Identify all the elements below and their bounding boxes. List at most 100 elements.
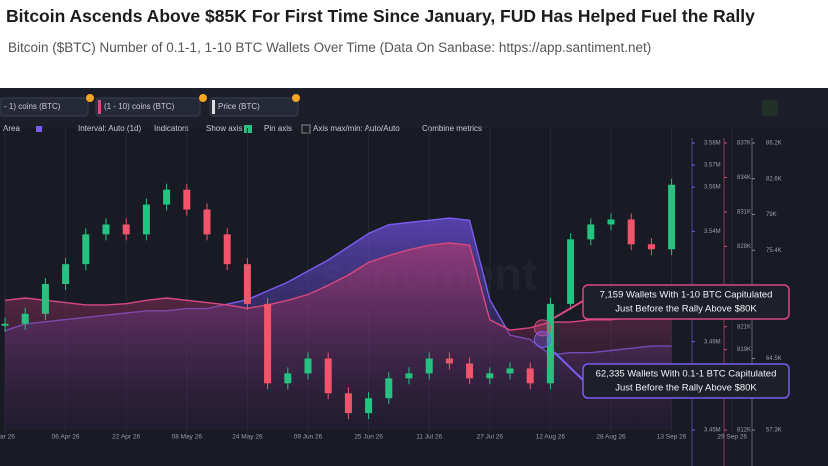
x-tick-label: 25 Jun 26 [354, 434, 383, 441]
candle [546, 303, 554, 384]
x-tick-label: 24 May 26 [232, 434, 263, 441]
chip-badge [86, 94, 94, 102]
checkbox[interactable] [244, 125, 252, 133]
candle [122, 224, 130, 235]
y-tick-label: 75.4K [766, 248, 782, 254]
chart: - 1) coins (BTC) (1 - 10) coins (BTC) Pr… [0, 88, 828, 466]
candle [102, 224, 110, 235]
toolbar-item[interactable]: Indicators [154, 124, 189, 133]
candle [264, 303, 272, 384]
settings-button[interactable] [762, 100, 778, 116]
area-line [4, 242, 672, 331]
callout-text: Just Before the Rally Above $80K [615, 304, 757, 315]
toolbar-item[interactable]: Axis max/min: Auto/Auto [313, 124, 400, 133]
candle [466, 363, 474, 379]
y-tick-label: 834K [737, 175, 751, 181]
callout-text: Just Before the Rally Above $80K [615, 383, 757, 394]
y-tick-label: 79K [766, 212, 777, 218]
x-tick-label: 22 Apr 26 [112, 434, 140, 441]
chip-badge [292, 94, 300, 102]
y-tick-label: 831K [737, 209, 751, 215]
y-tick-label: 3.49M [704, 339, 721, 345]
chip[interactable] [209, 97, 299, 117]
chip-swatch [212, 100, 215, 114]
callout-arrow [553, 351, 584, 381]
x-tick-label: ar 26 [0, 434, 15, 441]
x-tick-label: 27 Jul 26 [477, 434, 504, 441]
headline: Bitcoin Ascends Above $85K For First Tim… [6, 6, 755, 26]
toolbar-item[interactable]: Show axis [206, 124, 242, 133]
x-tick-label: 11 Jul 26 [416, 434, 442, 441]
candle [405, 373, 413, 379]
candle [203, 209, 211, 235]
candle [163, 189, 171, 205]
candle [425, 358, 433, 374]
callout-arrow [553, 300, 584, 319]
toolbar-item[interactable]: Interval: Auto (1d) [78, 124, 141, 133]
candle [668, 184, 676, 250]
candle [324, 358, 332, 394]
highlight [533, 319, 551, 337]
candle [223, 234, 231, 265]
toolbar: - 1) coins (BTC) (1 - 10) coins (BTC) Pr… [0, 94, 778, 134]
callout-text: 62,335 Wallets With 0.1-1 BTC Capitulate… [596, 369, 777, 380]
candle [445, 358, 453, 364]
callout-box [582, 363, 790, 399]
callout-text: 7,159 Wallets With 1-10 BTC Capitulated [600, 290, 773, 301]
candle [567, 239, 575, 304]
candle [385, 378, 393, 399]
x-tick-label: 09 Jun 26 [294, 434, 323, 441]
chip-label[interactable]: - 1) coins (BTC) [4, 102, 61, 111]
candle [1, 323, 9, 326]
y-tick-label: 3.58M [704, 141, 721, 147]
candle [627, 219, 635, 245]
y-tick-label: 3.57M [704, 163, 721, 169]
chip[interactable] [0, 97, 89, 117]
candle [82, 234, 90, 265]
checkbox[interactable] [301, 124, 311, 134]
candle [62, 264, 70, 285]
area [5, 242, 672, 430]
candle [486, 373, 494, 379]
x-tick-label: 06 Apr 26 [52, 434, 80, 441]
candle [647, 244, 655, 250]
chip-swatch [98, 100, 101, 114]
x-tick-label: 08 May 26 [172, 434, 203, 441]
y-tick-label: 837K [737, 141, 751, 147]
callout-box [582, 284, 790, 320]
x-tick-label: 12 Aug 26 [536, 434, 566, 441]
candle [304, 358, 312, 374]
candle [526, 368, 534, 384]
toolbar-item[interactable]: Combine metrics [422, 124, 482, 133]
chip-badge [199, 94, 207, 102]
candle [607, 219, 615, 225]
y-tick-label: 812K [737, 428, 751, 434]
y-tick-label: 3.56M [704, 185, 721, 191]
chip-label[interactable]: (1 - 10) coins (BTC) [104, 102, 175, 111]
candle [587, 224, 595, 240]
chip-label[interactable]: Price (BTC) [218, 102, 260, 111]
y-tick-label: 64.5K [766, 356, 782, 362]
chip[interactable] [95, 97, 201, 117]
x-tick-label: 13 Sep 26 [657, 434, 687, 441]
y-tick-label: 3.45M [704, 428, 721, 434]
color-swatch[interactable] [36, 126, 42, 132]
y-tick-label: 57.3K [766, 428, 782, 434]
candle [365, 398, 373, 414]
y-tick-label: 82.6K [766, 176, 782, 182]
candle [506, 368, 514, 374]
y-tick-label: 828K [737, 244, 751, 250]
subheadline: Bitcoin ($BTC) Number of 0.1-1, 1-10 BTC… [8, 40, 652, 55]
candle [142, 204, 150, 235]
y-tick-label: 3.54M [704, 229, 721, 235]
highlight [533, 330, 551, 348]
candle [21, 313, 29, 324]
candle [284, 373, 292, 384]
x-tick-label: 29 Sep 26 [717, 434, 747, 441]
toolbar-item[interactable]: Pin axis [264, 124, 292, 133]
toolbar-item[interactable]: Area [3, 124, 20, 133]
y-tick-label: 86.2K [766, 141, 782, 147]
x-tick-label: 28 Aug 26 [596, 434, 626, 441]
candle [41, 284, 49, 314]
